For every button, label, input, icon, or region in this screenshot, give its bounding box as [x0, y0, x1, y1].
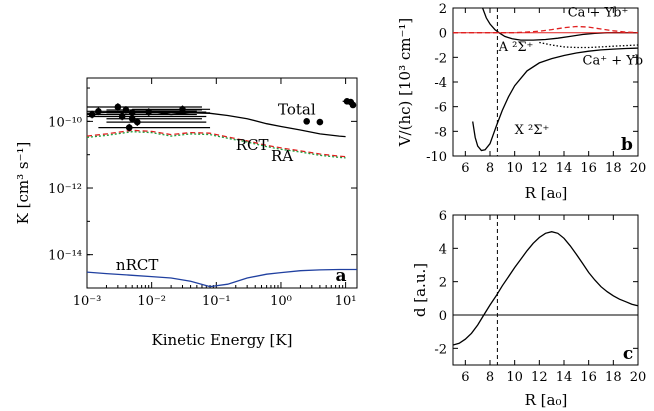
panel-b-ytick-label-1: -8	[434, 125, 447, 140]
panel-a-point-7	[125, 124, 133, 131]
panel-a-ylabel: K [cm³ s⁻¹]	[14, 142, 32, 225]
panel-b-annotation-2: Ca⁺ + Yb	[583, 54, 644, 69]
panel-a-annotation-1: RCT	[236, 136, 269, 154]
panel-b-annotation-0: Ca + Yb⁺	[568, 6, 629, 21]
panel-b-xtick-label-3: 12	[531, 161, 548, 176]
panel-a-point-9	[145, 108, 152, 116]
panel-a-point-11	[303, 118, 310, 125]
panel-a-point-2	[114, 103, 122, 111]
panel-a-frame	[86, 77, 358, 289]
panel-a-series-2	[86, 131, 346, 159]
panel-a-series-3	[86, 268, 357, 288]
panel-c-xtick-label-5: 16	[580, 370, 597, 385]
panel-c-ytick-label-3: 4	[439, 242, 447, 257]
panel-b-xtick-label-4: 14	[556, 161, 573, 176]
panel-a-annotation-3: nRCT	[116, 256, 158, 274]
panel-b-xtick-label-2: 10	[506, 161, 523, 176]
panel-b-xtick-label-5: 16	[580, 161, 597, 176]
panel-b: 6 8 10 12 14 16 18 20 -10 -8 -6 -4 -2 0 2 Ca + Yb⁺ A ²Σ…	[396, 2, 646, 202]
panel-a-annotation-2: RA	[271, 147, 293, 165]
panel-a: 10⁻³ 10⁻² 10⁻¹ 10⁰ 10¹ 10⁻¹⁴ 10⁻¹² 10⁻¹⁰ Total R…	[14, 77, 358, 349]
panel-c-xtick-label-7: 20	[630, 370, 647, 385]
panel-b-annotations: Ca + Yb⁺ A ²Σ⁺ Ca⁺ + Yb X ²Σ⁺	[498, 6, 643, 138]
panel-b-ytick-label-5: 0	[439, 27, 447, 42]
panel-b-series	[453, 8, 638, 156]
panel-a-ytick-label-2: 10⁻¹⁰	[48, 115, 82, 130]
panel-b-annotation-3: X ²Σ⁺	[515, 123, 550, 138]
panel-b-letter: b	[621, 135, 633, 155]
panel-b-ytick-label-0: -10	[426, 150, 447, 165]
panel-c-frame	[452, 214, 639, 366]
panel-c-xtick-label-0: 6	[461, 370, 469, 385]
panel-a-xtick-label-1: 10⁻²	[137, 294, 166, 309]
panel-b-ytick-label-3: -4	[434, 76, 447, 91]
panel-c-xtick-label-3: 12	[531, 370, 548, 385]
panel-b-series-2	[539, 41, 638, 49]
panel-c: 6 8 10 12 14 16 18 20 -2 0 2 4 6 c R [a₀] d [a.u.]	[411, 209, 646, 409]
panel-a-point-12	[316, 118, 324, 126]
panel-a-point-8	[134, 118, 141, 126]
panel-a-point-10	[179, 106, 186, 113]
panel-b-ytick-label-4: -2	[434, 51, 447, 66]
panel-b-xtick-label-0: 6	[461, 161, 469, 176]
panel-c-xtick-label-1: 8	[486, 370, 494, 385]
panel-b-xtick-label-1: 8	[486, 161, 494, 176]
panel-c-ylabel: d [a.u.]	[411, 263, 429, 317]
panel-c-ytick-label-4: 6	[439, 209, 447, 224]
panel-b-ylabel: V/(hc) [10³ cm⁻¹]	[396, 18, 414, 148]
panel-c-ytick-label-2: 2	[439, 276, 447, 291]
panel-c-xtick-label-4: 14	[556, 370, 573, 385]
panel-b-series-group	[453, 8, 638, 152]
panel-a-point-6	[128, 115, 136, 123]
panel-a-annotation-0: Total	[278, 101, 316, 119]
panel-a-xtick-label-0: 10⁻³	[73, 294, 102, 309]
panel-c-letter: c	[623, 344, 633, 364]
panel-b-series-0	[472, 47, 638, 152]
panel-c-series-group	[453, 231, 638, 346]
panel-b-ytick-label-2: -6	[434, 101, 447, 116]
panel-a-ytick-label-0: 10⁻¹⁴	[48, 249, 82, 264]
panel-c-ytick-label-0: -2	[434, 342, 447, 357]
panel-a-xlabel: Kinetic Energy [K]	[152, 331, 293, 349]
panel-c-series-0	[453, 231, 638, 346]
panel-b-ticks: 6 8 10 12 14 16 18 20 -10 -8 -6 -4 -2 0 2	[426, 2, 646, 176]
panel-a-point-5	[128, 109, 136, 117]
panel-a-ytick-label-1: 10⁻¹²	[48, 182, 82, 197]
panel-a-xtick-label-4: 10¹	[335, 294, 357, 309]
panel-b-xtick-label-7: 20	[630, 161, 647, 176]
panel-b-annotation-1: A ²Σ⁺	[498, 40, 534, 55]
panel-c-series	[453, 215, 638, 365]
panel-c-xlabel: R [a₀]	[525, 391, 568, 409]
panel-a-series-1	[86, 129, 346, 158]
panel-b-xtick-label-6: 18	[605, 161, 622, 176]
panel-a-xtick-label-2: 10⁻¹	[202, 294, 231, 309]
panel-b-series-3	[453, 25, 638, 34]
panel-b-xlabel: R [a₀]	[525, 184, 568, 202]
panel-b-ytick-label-6: 2	[439, 2, 447, 17]
panel-c-xtick-label-2: 10	[506, 370, 523, 385]
panel-a-point-1	[95, 108, 102, 115]
panel-a-point-15	[349, 101, 357, 109]
panel-a-letter: a	[335, 266, 346, 286]
panel-a-ticks: 10⁻³ 10⁻² 10⁻¹ 10⁰ 10¹ 10⁻¹⁴ 10⁻¹² 10⁻¹⁰	[48, 78, 357, 309]
panel-a-xtick-label-3: 10⁰	[270, 294, 292, 309]
panel-c-ytick-label-1: 0	[439, 309, 447, 324]
panel-c-xtick-label-6: 18	[605, 370, 622, 385]
panel-a-experimental-points	[87, 97, 357, 132]
